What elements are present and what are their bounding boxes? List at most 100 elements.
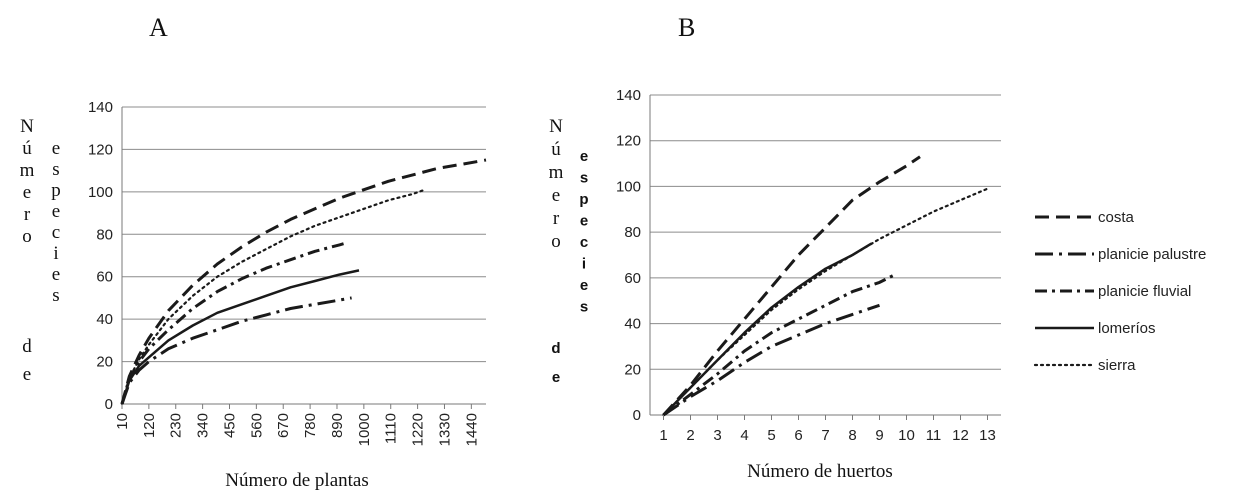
chart-a-y-title-letter: m <box>20 160 35 181</box>
chart-b-y-tick-label: 20 <box>624 361 641 378</box>
chart-b-gridlines <box>650 94 1001 370</box>
chart-a-x-tick-label: 560 <box>248 413 265 438</box>
chart-b-x-tick-label: 10 <box>898 427 915 444</box>
chart-a-series-costa <box>120 158 487 405</box>
chart-b-y-tick-label: 120 <box>616 133 641 150</box>
chart-b-y-tick-label: 80 <box>624 224 641 241</box>
legend-item-lomerios: lomeríos <box>1035 320 1156 337</box>
chart-a-x-tick-label: 1220 <box>410 413 427 446</box>
chart-b-y-title-letter: i <box>582 256 586 273</box>
chart-b-series-sierra <box>662 187 989 417</box>
chart-b-y-title-letter: m <box>549 162 564 183</box>
chart-a-x-tick-labels: 10 120 230 340 450 560 670 780 890 1000 1110 1220 13… <box>114 404 480 446</box>
chart-b-x-axis-title: Número de huertos <box>747 461 893 482</box>
chart-a-y-title-letter: ú <box>22 138 32 159</box>
chart-b-series-costa <box>662 155 921 417</box>
chart-a-y-title-letter: d <box>22 336 32 357</box>
legend-item-planicie-fluvial: planicie fluvial <box>1035 283 1191 300</box>
chart-a-y-tick-label: 80 <box>96 226 113 243</box>
chart-a-y-title-letter: s <box>52 159 59 180</box>
chart-a-series-sierra <box>120 188 426 406</box>
chart-a-x-tick-label: 340 <box>195 413 212 438</box>
chart-a-x-axis-title: Número de plantas <box>225 470 369 491</box>
chart-b-x-tick-label: 6 <box>794 427 802 444</box>
chart-b-x-tick-label: 12 <box>952 427 969 444</box>
chart-b-y-title-letter: s <box>580 170 588 187</box>
legend-label: planicie palustre <box>1098 246 1206 263</box>
chart-b-x-tick-label: 11 <box>926 427 942 444</box>
chart-b-y-tick-label: 140 <box>616 87 641 104</box>
chart-b-y-title-letter: e <box>580 213 588 230</box>
chart-a-y-title-letter: e <box>52 264 60 285</box>
panel-label-a: A <box>149 13 168 42</box>
chart-a-x-tick-label: 230 <box>168 413 185 438</box>
chart-a-y-tick-label: 0 <box>105 396 113 413</box>
chart-b-x-tick-label: 1 <box>659 427 667 444</box>
chart-a-series-lomerios <box>120 269 360 405</box>
chart-b-y-title-letter: r <box>553 208 560 229</box>
chart-b-y-tick-labels: 0 20 40 60 80 100 120 140 <box>616 87 641 424</box>
chart-a-x-tick-label: 1000 <box>356 413 373 446</box>
panel-label-b: B <box>678 13 695 42</box>
chart-b-y-tick-label: 100 <box>616 178 641 195</box>
chart-b-x-tick-label: 7 <box>821 427 829 444</box>
chart-a-x-tick-label: 670 <box>275 413 292 438</box>
legend-item-sierra: sierra <box>1033 357 1136 374</box>
chart-b-axes <box>649 95 1001 416</box>
chart-b-x-tick-label: 2 <box>686 427 694 444</box>
chart-a-y-tick-label: 140 <box>88 99 113 116</box>
chart-a-y-tick-label: 60 <box>96 269 113 286</box>
legend: costa planicie palustre planicie fluvial lo… <box>1033 209 1206 374</box>
chart-a-y-title-letter: p <box>51 180 61 201</box>
chart-a-y-tick-label: 120 <box>88 141 113 158</box>
chart-b-y-title-letter: o <box>551 231 561 252</box>
chart-b-y-title-letter: e <box>552 185 560 206</box>
chart-b-y-tick-label: 60 <box>624 270 641 287</box>
chart-b-x-tick-label: 8 <box>848 427 856 444</box>
chart-a-y-title-letter: s <box>52 285 59 306</box>
chart-a-y-title-letter: o <box>22 226 32 247</box>
chart-b-x-tick-label: 9 <box>875 427 883 444</box>
chart-b-y-title-letter: e <box>580 277 588 294</box>
chart-a-x-tick-label: 450 <box>221 413 238 438</box>
chart-b-y-title-letter: ú <box>551 139 561 160</box>
chart-b-y-title-letter: c <box>580 234 588 251</box>
legend-item-costa: costa <box>1035 209 1135 226</box>
chart-a-x-tick-label: 780 <box>302 413 319 438</box>
chart-a-y-title-letter: c <box>52 222 60 243</box>
legend-label: costa <box>1098 209 1135 226</box>
chart-a-y-tick-label: 40 <box>96 311 113 328</box>
chart-b-series-planicie-fluvial <box>662 274 894 417</box>
chart-a-y-tick-label: 20 <box>96 354 113 371</box>
chart-a-x-tick-label: 1330 <box>436 413 453 446</box>
chart-a-y-title-letter: e <box>52 201 60 222</box>
chart-a-y-title-letter: i <box>53 243 58 264</box>
chart-b-y-tick-label: 0 <box>633 407 641 424</box>
chart-a-series-planicie-fluvial <box>120 241 348 405</box>
chart-a-y-title-letter: e <box>23 364 31 385</box>
chart-a-x-tick-label: 1110 <box>383 413 400 444</box>
chart-b-y-title-letter: e <box>552 369 560 386</box>
chart-b-y-title-letter: s <box>580 299 588 316</box>
chart-b-x-tick-label: 5 <box>767 427 775 444</box>
chart-a-axes <box>121 107 486 405</box>
chart-b-series-planicie-palustre <box>662 303 880 417</box>
chart-b-x-tick-labels: 1 2 3 4 5 6 7 8 9 10 11 12 13 <box>659 415 996 444</box>
legend-label: planicie fluvial <box>1098 283 1191 300</box>
chart-a-x-tick-label: 10 <box>114 413 131 430</box>
chart-a-y-tick-label: 100 <box>88 184 113 201</box>
chart-a-y-title-letter: e <box>52 138 60 159</box>
chart-b-x-tick-label: 13 <box>979 427 996 444</box>
chart-a-x-tick-label: 890 <box>329 413 346 438</box>
legend-label: lomeríos <box>1098 320 1156 337</box>
chart-b-x-tick-label: 4 <box>740 427 748 444</box>
chart-a-x-tick-label: 120 <box>141 413 158 438</box>
chart-a-series-planicie-palustre <box>120 296 352 405</box>
chart-b-x-tick-label: 3 <box>713 427 721 444</box>
legend-label: sierra <box>1098 357 1136 374</box>
chart-b-y-title-letter: e <box>580 148 588 165</box>
chart-a-y-title-letter: N <box>20 116 34 137</box>
chart-a-x-tick-label: 1440 <box>463 413 480 446</box>
